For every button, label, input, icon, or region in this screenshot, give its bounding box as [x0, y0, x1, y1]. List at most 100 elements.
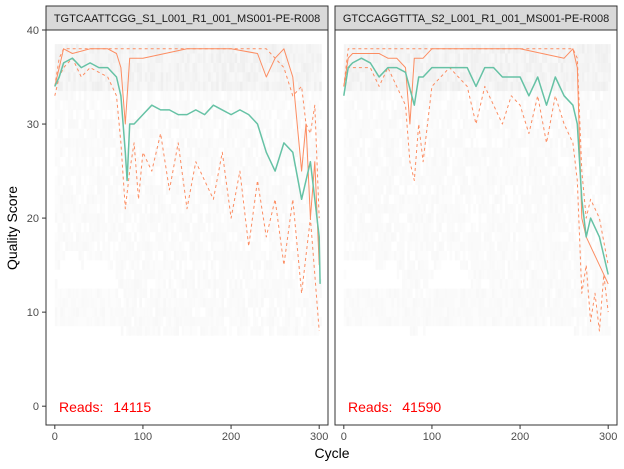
- heat-tile: [534, 232, 537, 242]
- heat-tile: [370, 241, 373, 251]
- heat-tile: [425, 251, 429, 261]
- heat-tile: [425, 175, 429, 186]
- heat-tile: [359, 147, 363, 157]
- heat-tile: [409, 279, 413, 289]
- heat-tile: [179, 222, 182, 233]
- heat-tile: [107, 157, 111, 167]
- heat-tile: [555, 138, 558, 148]
- heat-tile: [539, 288, 543, 298]
- heat-tile: [550, 241, 553, 251]
- heat-tile: [60, 298, 63, 308]
- heat-tile: [576, 185, 580, 195]
- heat-tile: [113, 157, 116, 167]
- heat-tile: [300, 288, 304, 298]
- heat-tile: [86, 232, 90, 242]
- heat-tile: [287, 44, 291, 54]
- heat-tile: [370, 119, 373, 129]
- heat-tile: [276, 251, 280, 261]
- heat-tile: [266, 260, 269, 270]
- heat-tile: [367, 232, 371, 242]
- heat-tile: [271, 213, 275, 223]
- heat-tile: [409, 138, 413, 148]
- heat-tile: [359, 213, 363, 223]
- heat-tile: [205, 194, 209, 204]
- heat-tile: [552, 185, 556, 195]
- heat-tile: [118, 222, 121, 233]
- heat-tile: [224, 62, 227, 73]
- heat-tile: [83, 166, 87, 176]
- heat-tile: [465, 157, 468, 167]
- heat-tile: [494, 194, 498, 204]
- heat-tile: [428, 269, 431, 280]
- heat-tile: [147, 316, 150, 327]
- heat-tile: [536, 91, 540, 101]
- heat-tile: [468, 298, 471, 308]
- heat-tile: [126, 119, 129, 129]
- heat-tile: [481, 185, 484, 195]
- heat-tile: [118, 260, 121, 270]
- heat-tile: [250, 204, 253, 214]
- heat-tile: [253, 232, 256, 242]
- heat-tile: [316, 119, 320, 129]
- heat-tile: [120, 307, 124, 317]
- heat-tile: [216, 326, 219, 336]
- heat-tile: [276, 100, 280, 110]
- heat-tile: [115, 251, 119, 261]
- heat-tile: [494, 138, 498, 148]
- heat-tile: [386, 109, 389, 120]
- heat-tile: [245, 147, 248, 157]
- heat-tile: [539, 307, 543, 317]
- heat-tile: [300, 204, 304, 214]
- heat-tile: [534, 157, 537, 167]
- heat-tile: [300, 269, 304, 280]
- heat-tile: [253, 100, 256, 110]
- heat-tile: [292, 213, 296, 223]
- heat-tile: [221, 222, 224, 233]
- heat-tile: [279, 260, 283, 270]
- heat-tile: [372, 157, 376, 167]
- heat-tile: [436, 175, 439, 186]
- heat-tile: [462, 204, 466, 214]
- heat-tile: [415, 251, 418, 261]
- heat-tile: [118, 251, 121, 261]
- heat-tile: [513, 213, 516, 223]
- heat-tile: [171, 100, 174, 110]
- heat-tile: [499, 241, 503, 251]
- heat-tile: [239, 260, 243, 270]
- heat-tile: [367, 44, 371, 54]
- heat-tile: [507, 307, 511, 317]
- heat-tile: [295, 316, 298, 327]
- heat-tile: [202, 288, 206, 298]
- heat-tile: [144, 260, 148, 270]
- heat-tile: [523, 213, 527, 223]
- heat-tile: [439, 166, 442, 176]
- heat-tile: [409, 288, 413, 298]
- heat-tile: [168, 62, 172, 73]
- heat-tile: [483, 166, 487, 176]
- heat-tile: [287, 81, 291, 92]
- heat-tile: [245, 279, 248, 289]
- heat-tile: [105, 109, 108, 120]
- heat-tile: [171, 91, 174, 101]
- heat-tile: [396, 44, 400, 54]
- heat-tile: [255, 222, 259, 233]
- heat-tile: [489, 147, 492, 157]
- heat-tile: [420, 44, 424, 54]
- heat-tile: [83, 241, 87, 251]
- heat-tile: [476, 62, 479, 73]
- heat-tile: [247, 119, 251, 129]
- heat-tile: [144, 72, 148, 82]
- heat-tile: [83, 307, 87, 317]
- heat-tile: [181, 279, 185, 289]
- heat-tile: [476, 279, 479, 289]
- heat-tile: [431, 100, 434, 110]
- heat-tile: [97, 166, 100, 176]
- heat-tile: [563, 213, 566, 223]
- heat-tile: [370, 232, 373, 242]
- heat-tile: [446, 119, 450, 129]
- heat-tile: [110, 119, 113, 129]
- heat-tile: [261, 288, 264, 298]
- heat-tile: [287, 279, 291, 289]
- heat-tile: [558, 128, 561, 139]
- heat-tile: [573, 269, 577, 280]
